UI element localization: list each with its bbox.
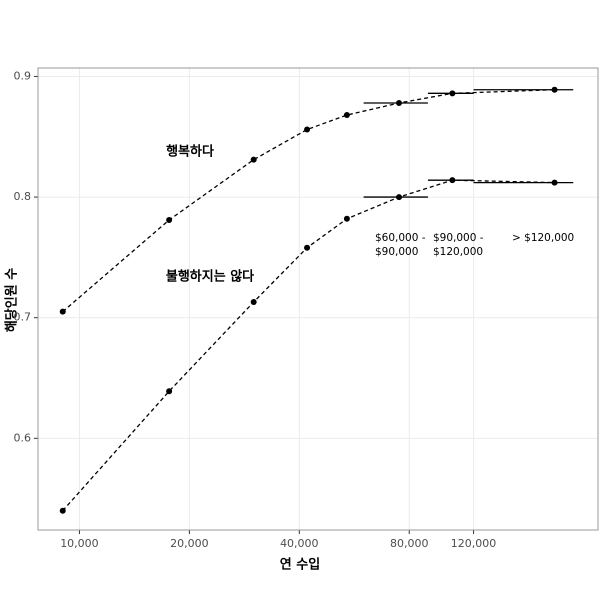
y-tick-label: 0.6 <box>14 431 32 444</box>
range-label: $120,000 <box>433 246 483 258</box>
range-label: $90,000 - <box>433 232 484 244</box>
y-tick-label: 0.9 <box>14 69 32 82</box>
x-tick-label: 80,000 <box>390 537 429 550</box>
plot-border <box>37 67 599 531</box>
series-label: 불행하지는 않다 <box>166 269 254 285</box>
point <box>166 388 173 395</box>
point <box>59 308 66 315</box>
series-line <box>62 179 555 512</box>
y-axis-title: 해당인원 수 <box>4 268 20 332</box>
point <box>250 156 257 163</box>
x-tick-label: 10,000 <box>60 537 99 550</box>
point <box>166 216 173 223</box>
point <box>59 507 66 514</box>
point <box>250 299 257 306</box>
x-axis-title: 연 수입 <box>280 558 320 573</box>
y-tick-label: 0.7 <box>14 311 32 324</box>
range-label: $60,000 - <box>375 232 426 244</box>
series-line <box>62 89 555 313</box>
series-label: 행복하다 <box>166 144 214 160</box>
range-label: $90,000 <box>375 246 418 258</box>
point <box>304 126 311 133</box>
point <box>343 112 350 119</box>
x-tick-label: 120,000 <box>451 537 497 550</box>
point <box>343 215 350 222</box>
y-tick-label: 0.8 <box>14 190 32 203</box>
point <box>304 244 311 251</box>
x-tick-label: 20,000 <box>170 537 209 550</box>
range-label: > $120,000 <box>512 232 574 244</box>
x-tick-label: 40,000 <box>280 537 319 550</box>
